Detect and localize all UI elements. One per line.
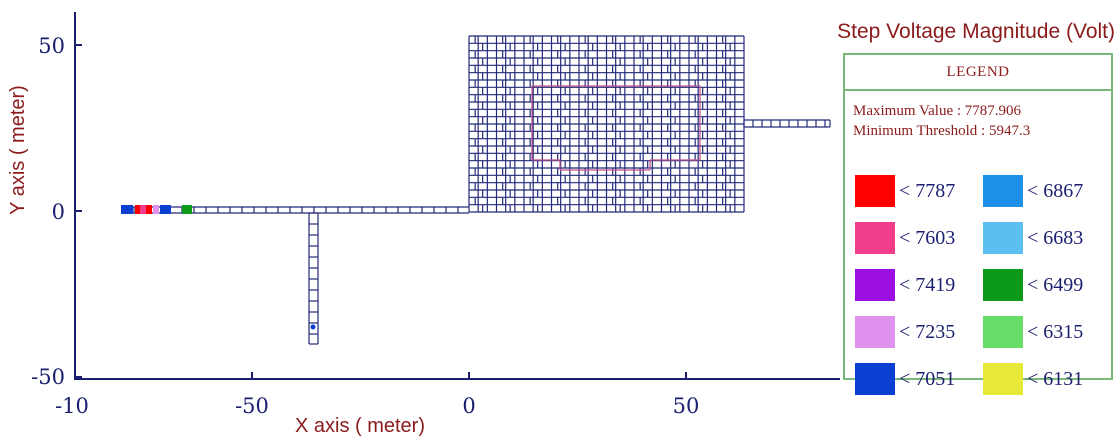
chart-plot: 50 0 -50 -10 -50 0 50 X axis ( meter) Y … — [7, 12, 840, 437]
legend: LEGEND Maximum Value : 7787.906 Minimum … — [843, 53, 1113, 395]
legend-swatch — [855, 363, 895, 395]
legend-label: < 6867 — [1027, 179, 1084, 202]
y-tick-label: 50 — [38, 34, 65, 58]
legend-entry: < 6131 — [983, 363, 1105, 395]
step-voltage-marker — [127, 205, 133, 214]
chart-title-svg: Step Voltage Magnitude (Volt) — [837, 20, 1115, 43]
legend-heading: LEGEND — [845, 55, 1111, 91]
step-voltage-marker — [310, 324, 316, 330]
x-tick-label: 50 — [673, 394, 700, 418]
step-voltage-marker — [160, 205, 166, 214]
legend-entry: < 7787 — [855, 175, 983, 207]
legend-swatch — [983, 316, 1023, 348]
step-voltage-marker — [146, 205, 152, 214]
legend-entry: < 7603 — [855, 222, 983, 254]
x-tick-label: -50 — [235, 394, 269, 418]
legend-swatch — [983, 175, 1023, 207]
legend-label: < 6131 — [1027, 367, 1084, 390]
legend-swatch — [983, 363, 1023, 395]
legend-label: < 7787 — [899, 179, 956, 202]
step-voltage-marker — [182, 205, 188, 214]
x-tick-label: 0 — [462, 394, 475, 418]
legend-swatch — [855, 269, 895, 301]
y-tick-label: 0 — [52, 200, 65, 224]
legend-swatch — [855, 175, 895, 207]
legend-label: < 7419 — [899, 273, 956, 296]
legend-label: < 6315 — [1027, 320, 1084, 343]
legend-entry: < 6683 — [983, 222, 1105, 254]
legend-entry: < 6499 — [983, 269, 1105, 301]
legend-entry: < 6315 — [983, 316, 1105, 348]
legend-entries: < 7787 < 6867 < 7603 < 6683 < 7419 < 6499 < 72… — [855, 175, 1110, 395]
x-tick-label: -10 — [55, 394, 89, 418]
legend-entry: < 7419 — [855, 269, 983, 301]
axes — [74, 12, 840, 380]
legend-label: < 6683 — [1027, 226, 1084, 249]
legend-swatch — [855, 316, 895, 348]
legend-max-value: Maximum Value : 7787.906 — [853, 103, 1022, 119]
y-axis-title: Y axis ( meter) — [7, 85, 29, 215]
legend-swatch — [983, 269, 1023, 301]
step-voltage-marker — [140, 205, 146, 214]
legend-swatch — [983, 222, 1023, 254]
legend-label: < 7051 — [899, 367, 956, 390]
step-voltage-marker — [135, 205, 141, 214]
legend-entry: < 7235 — [855, 316, 983, 348]
chart-title: Step Voltage Magnitude (Volt) — [837, 20, 1115, 43]
step-voltage-markers — [121, 205, 316, 330]
legend-entry: < 7051 — [855, 363, 983, 395]
legend-label: < 7603 — [899, 226, 956, 249]
legend-entry: < 6867 — [983, 175, 1105, 207]
legend-swatch — [855, 222, 895, 254]
x-axis-title: X axis ( meter) — [295, 415, 425, 437]
grounding-grid-mesh — [121, 35, 831, 345]
legend-label: < 6499 — [1027, 273, 1084, 296]
legend-label: < 7235 — [899, 320, 956, 343]
step-voltage-marker — [186, 205, 192, 214]
y-tick-label: -50 — [31, 365, 65, 389]
step-voltage-marker — [165, 205, 171, 214]
step-voltage-marker — [121, 205, 127, 214]
step-voltage-marker — [153, 205, 159, 214]
legend-min-threshold: Minimum Threshold : 5947.3 — [853, 123, 1031, 139]
